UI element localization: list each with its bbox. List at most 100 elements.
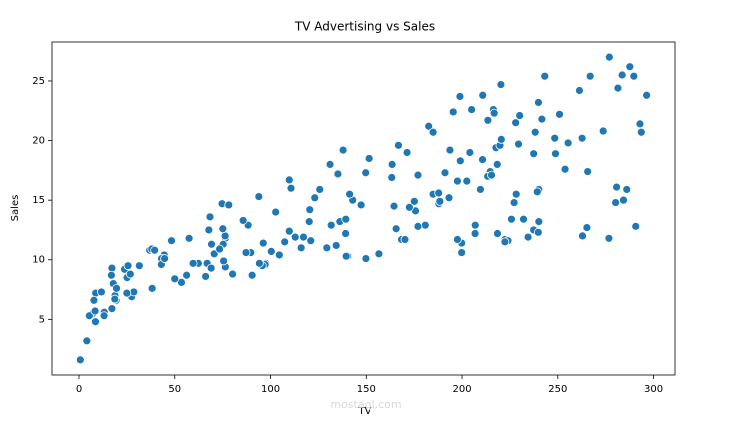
point <box>387 173 397 182</box>
point <box>266 247 276 256</box>
point <box>578 231 587 241</box>
point <box>409 196 419 206</box>
point <box>341 251 351 261</box>
point <box>509 198 519 207</box>
x-tick-label: 0 <box>76 384 82 395</box>
point <box>305 205 315 215</box>
x-tick-label: 250 <box>548 384 567 395</box>
point <box>299 232 308 242</box>
point <box>583 167 593 176</box>
point <box>296 243 306 253</box>
point <box>493 229 502 238</box>
point <box>254 192 264 201</box>
point <box>582 223 592 232</box>
point <box>563 138 573 148</box>
point <box>470 229 480 238</box>
point <box>325 160 335 169</box>
point <box>204 225 214 235</box>
x-tick-label: 100 <box>261 384 280 395</box>
point <box>496 80 506 89</box>
point <box>331 241 341 250</box>
point <box>341 214 351 224</box>
point <box>635 119 645 129</box>
point <box>514 139 523 149</box>
point <box>274 250 284 260</box>
point <box>478 90 488 100</box>
point <box>523 232 533 242</box>
point <box>315 185 325 194</box>
point <box>167 236 176 246</box>
y-tick-label: 25 <box>32 76 45 87</box>
y-tick-label: 20 <box>32 136 45 147</box>
point <box>625 62 635 72</box>
y-tick-label: 10 <box>32 255 45 266</box>
point <box>345 189 355 199</box>
point <box>551 149 560 159</box>
point <box>617 70 627 80</box>
point <box>255 258 264 268</box>
point <box>286 183 296 193</box>
point <box>122 288 132 298</box>
point <box>462 176 472 186</box>
point <box>604 233 614 243</box>
point <box>389 201 399 211</box>
x-tick-label: 200 <box>452 384 471 395</box>
point <box>110 294 120 304</box>
point <box>619 195 628 205</box>
point <box>361 254 371 263</box>
point <box>487 170 496 180</box>
point <box>284 226 294 236</box>
point <box>82 336 92 346</box>
point <box>424 121 434 131</box>
point <box>420 220 430 230</box>
point <box>511 118 521 128</box>
point <box>550 133 560 143</box>
point <box>413 221 423 231</box>
x-axis-label: TV <box>358 406 372 417</box>
point <box>453 176 462 186</box>
point <box>560 164 570 174</box>
y-tick-label: 15 <box>32 195 45 206</box>
point <box>170 274 180 284</box>
point <box>90 306 100 316</box>
point <box>465 148 475 157</box>
point <box>284 175 294 185</box>
point <box>150 245 160 255</box>
point <box>215 244 224 254</box>
point <box>356 200 366 210</box>
point <box>306 236 316 246</box>
point <box>280 237 290 247</box>
point <box>529 149 539 159</box>
point <box>134 261 144 271</box>
point <box>445 145 455 155</box>
point <box>400 235 410 244</box>
point <box>489 108 499 118</box>
point <box>533 227 543 237</box>
point <box>611 198 621 207</box>
x-tick-label: 300 <box>644 384 663 395</box>
point <box>326 220 336 230</box>
point <box>434 188 444 198</box>
point <box>177 277 186 287</box>
point <box>604 52 614 62</box>
point <box>444 193 454 203</box>
point <box>84 311 94 321</box>
point <box>160 254 170 263</box>
point <box>534 217 544 227</box>
point <box>99 311 109 321</box>
point <box>322 243 332 253</box>
point <box>207 239 216 249</box>
point <box>631 221 641 231</box>
point <box>206 263 216 273</box>
point <box>440 168 450 178</box>
point <box>147 283 157 293</box>
point <box>394 140 403 150</box>
point <box>184 233 194 243</box>
point <box>75 355 85 365</box>
point <box>219 256 228 266</box>
point <box>404 202 414 212</box>
point <box>238 216 248 225</box>
point <box>247 270 257 280</box>
point <box>224 200 234 210</box>
